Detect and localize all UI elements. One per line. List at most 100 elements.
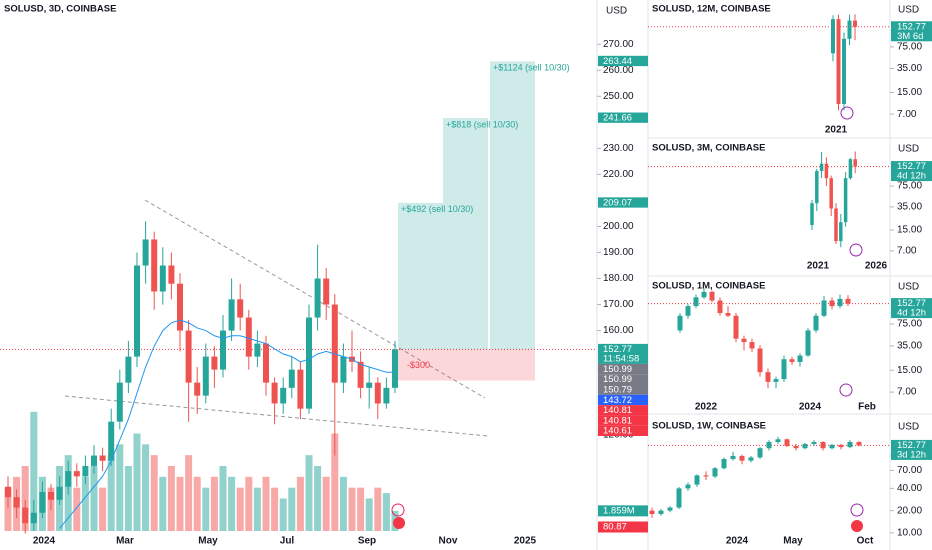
candle-body xyxy=(829,444,835,449)
target-zone xyxy=(398,202,443,350)
candle-body xyxy=(65,471,72,487)
candle-body xyxy=(749,342,755,349)
candle-body xyxy=(73,471,80,477)
x-tick-label: 2024 xyxy=(726,536,749,547)
candle-body xyxy=(805,330,811,356)
candle-body xyxy=(848,159,853,179)
candle-body xyxy=(331,304,338,383)
candle-body xyxy=(717,300,723,314)
candle-body xyxy=(220,330,226,370)
y-tick-label: 35.00 xyxy=(897,63,922,74)
candle-body xyxy=(314,278,321,318)
candle-body xyxy=(667,507,673,511)
event-icon xyxy=(850,503,864,517)
candle-body xyxy=(739,455,745,461)
volume-bar xyxy=(81,476,89,531)
candle-body xyxy=(22,507,29,524)
y-tick-label: 70.00 xyxy=(897,465,922,476)
price-tag xyxy=(598,384,648,395)
y-tick-label: 200.00 xyxy=(603,221,634,232)
volume-bar xyxy=(288,487,296,531)
candle-body xyxy=(839,222,843,242)
price-tag-label: 152.77 xyxy=(897,21,926,32)
y-tick-label: 7.00 xyxy=(897,387,917,398)
x-tick-label: Sep xyxy=(358,536,376,547)
stop-label: -$300 xyxy=(407,360,430,370)
price-tag-label: 263.44 xyxy=(603,56,632,67)
panel-title: SOLUSD, 3M, COINBASE xyxy=(652,143,766,154)
x-tick-label: 2024 xyxy=(799,402,822,413)
candle-body xyxy=(824,163,829,179)
volume-bar xyxy=(142,444,150,531)
candle-body xyxy=(821,300,827,316)
candle-body xyxy=(13,497,20,508)
currency: USD xyxy=(898,422,919,433)
price-tag xyxy=(598,374,648,385)
candle-body xyxy=(194,382,201,396)
volume-bar xyxy=(314,466,322,531)
price-tag-label: 241.66 xyxy=(603,113,632,124)
icons xyxy=(391,106,864,532)
volume-bar xyxy=(305,455,313,531)
candle-body xyxy=(773,379,779,382)
price-tag xyxy=(598,405,648,416)
price-tag-label: 140.61 xyxy=(603,426,632,437)
candle-body xyxy=(837,298,843,307)
x-tick-label: Mar xyxy=(116,536,134,547)
volume-bar xyxy=(365,498,373,531)
y-tick-label: 75.00 xyxy=(897,319,922,330)
y-tick-label: 35.00 xyxy=(897,341,922,352)
countdown: 3d 12h xyxy=(897,449,926,460)
candle-body xyxy=(142,239,149,266)
volume-bar xyxy=(382,493,390,531)
countdown: 3M 6d xyxy=(897,31,923,42)
countdown: 4d 12h xyxy=(897,308,926,319)
candle-body xyxy=(725,313,731,316)
volume-bar xyxy=(73,487,81,531)
candle-body xyxy=(766,441,772,449)
candle-body xyxy=(99,455,106,461)
price-tag-label: 152.77 xyxy=(897,298,926,309)
candle-body xyxy=(649,510,655,514)
indicator-tag-label: 80.87 xyxy=(603,522,627,533)
candle-body xyxy=(847,20,852,39)
x-tick-label: May xyxy=(198,536,218,547)
moving-average xyxy=(59,319,395,529)
currency: USD xyxy=(898,144,919,155)
candle-body xyxy=(811,441,817,444)
volume-bar xyxy=(107,455,115,531)
price-tag-label: 143.72 xyxy=(603,395,632,406)
price-tag xyxy=(598,55,648,67)
candle-body xyxy=(856,441,862,446)
currency: USD xyxy=(606,6,627,17)
candle-body xyxy=(847,441,853,448)
volume-bar xyxy=(193,476,201,531)
candle-body xyxy=(306,317,312,409)
price-tag xyxy=(598,394,648,406)
y-tick-label: 7.00 xyxy=(897,246,917,257)
flag-icon xyxy=(851,520,863,532)
candle-body xyxy=(271,382,278,404)
target-label: +$818 (sell 10/30) xyxy=(446,119,518,129)
candle-body xyxy=(775,439,781,442)
volume-bar xyxy=(271,487,279,531)
y-tick-label: 10.00 xyxy=(897,527,922,538)
price-tag xyxy=(598,112,648,123)
price-tag xyxy=(891,21,932,42)
price-tag-label: 150.99 xyxy=(603,364,632,375)
candle-body xyxy=(323,278,330,305)
candle-body xyxy=(836,19,841,105)
candle-body xyxy=(159,265,166,292)
x-tick-label: 2021 xyxy=(807,261,830,272)
candle-body xyxy=(819,163,824,171)
x-tick-label: Nov xyxy=(439,536,458,547)
candle-body xyxy=(685,484,691,489)
candle-body xyxy=(237,299,244,318)
volume-bar xyxy=(185,455,193,531)
target-zone xyxy=(443,118,488,350)
candle-body xyxy=(789,359,795,362)
candle-body xyxy=(288,369,295,388)
candle-body xyxy=(134,265,140,357)
panel-title: SOLUSD, 1M, COINBASE xyxy=(652,281,766,292)
